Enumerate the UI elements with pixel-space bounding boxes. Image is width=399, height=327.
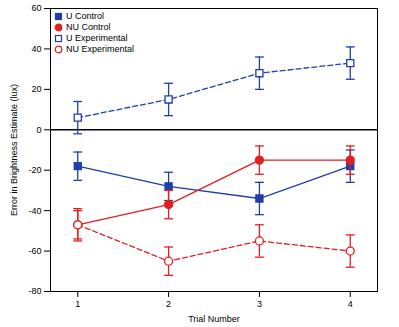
html-text:U Control: U Control <box>66 11 104 21</box>
svg-text:60: 60 <box>31 3 41 13</box>
svg-text:2: 2 <box>166 299 171 309</box>
svg-text:-60: -60 <box>28 246 41 256</box>
svg-text:20: 20 <box>31 84 41 94</box>
html-text:U Experimental: U Experimental <box>66 33 128 43</box>
svg-text:0: 0 <box>36 125 41 135</box>
svg-text:-20: -20 <box>28 165 41 175</box>
svg-text:1: 1 <box>75 299 80 309</box>
svg-text:4: 4 <box>348 299 353 309</box>
html-text:NU Experimental: NU Experimental <box>66 44 134 54</box>
svg-text:Trial Number: Trial Number <box>188 314 240 324</box>
html-text:NU Control: NU Control <box>66 22 111 32</box>
svg-text:3: 3 <box>257 299 262 309</box>
svg-text:-40: -40 <box>28 206 41 216</box>
svg-text:40: 40 <box>31 44 41 54</box>
svg-text:Error in Brightness Estimate (: Error in Brightness Estimate (lux) <box>9 84 19 216</box>
svg-text:-80: -80 <box>28 286 41 296</box>
